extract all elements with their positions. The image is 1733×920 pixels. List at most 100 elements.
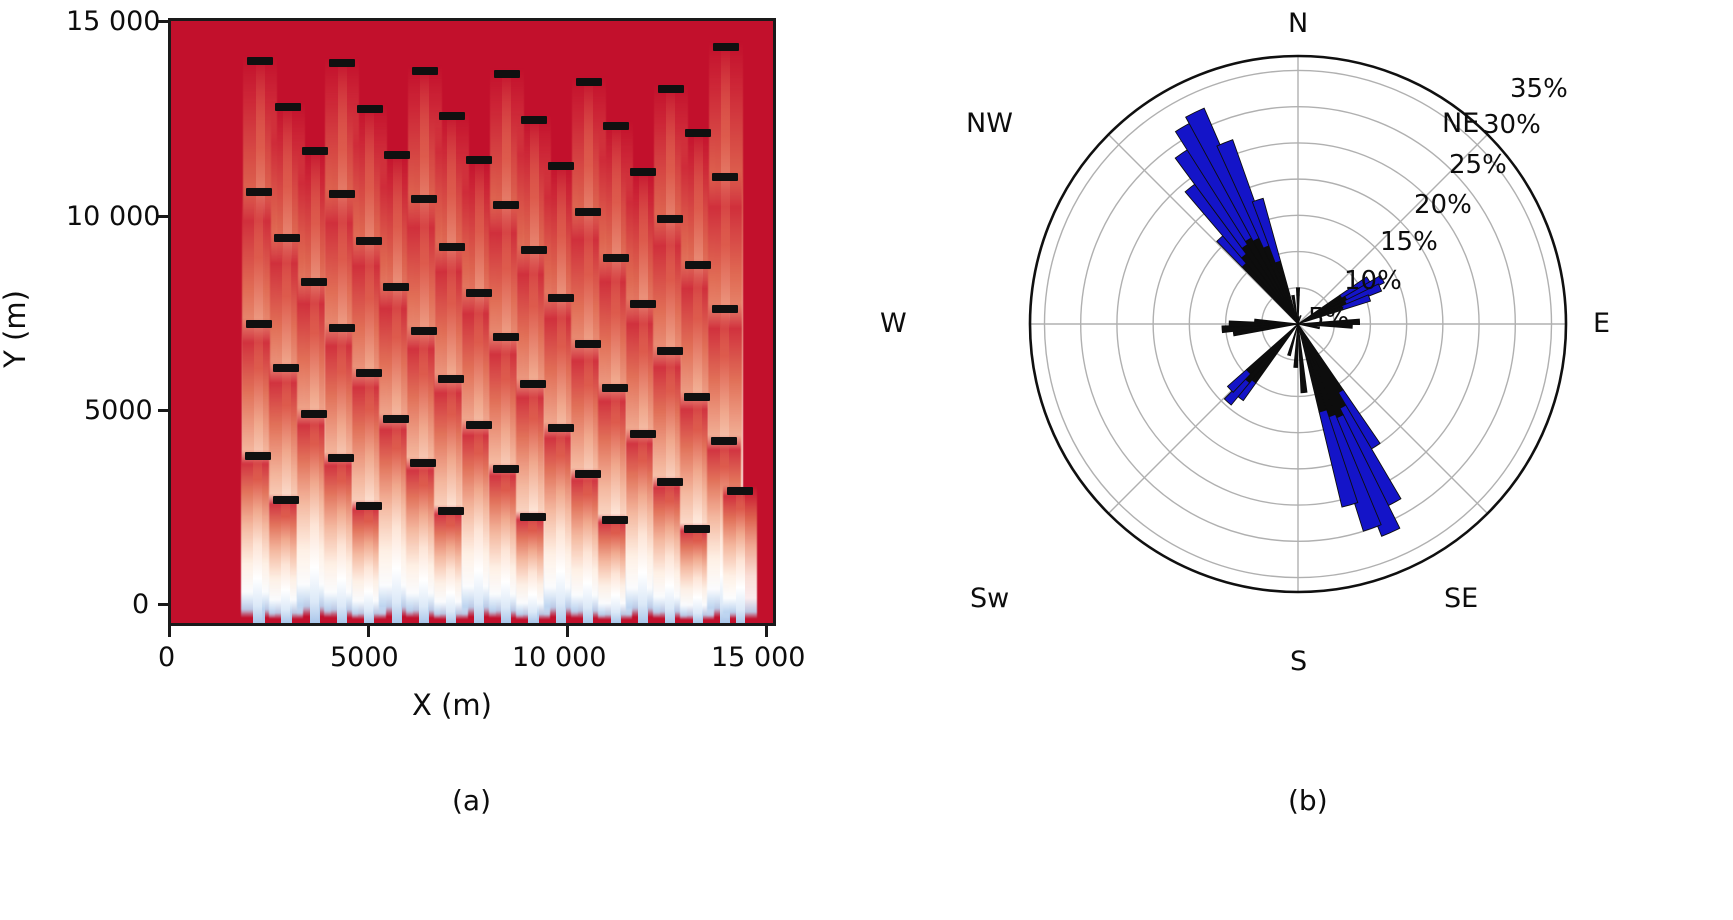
rose-petal-segment (1295, 287, 1301, 296)
wake-core (583, 470, 593, 623)
turbine-marker (630, 167, 657, 176)
turbine-marker (657, 215, 684, 224)
y-tick-label: 10 000 (66, 201, 161, 232)
turbine-marker (355, 501, 382, 510)
x-tick-mark (566, 626, 569, 637)
wake-core (309, 409, 319, 623)
turbine-marker (575, 207, 602, 216)
rose-outer-circle (1028, 54, 1568, 594)
y-tick-mark (158, 215, 168, 218)
rose-petal-segment (1228, 320, 1299, 328)
turbine-marker (411, 66, 438, 75)
turbine-marker (684, 261, 711, 270)
wake-core (336, 453, 346, 623)
wake-core (610, 516, 620, 623)
turbine-marker (301, 409, 328, 418)
radial-label-25: 25% (1449, 150, 1507, 180)
turbine-marker (684, 393, 711, 402)
rose-petal-segment (1318, 409, 1359, 508)
turbine-marker (410, 459, 437, 468)
compass-label-e: E (1593, 308, 1611, 339)
turbine-marker (711, 305, 738, 314)
turbine-marker (273, 233, 300, 242)
wake-core (556, 424, 566, 623)
wake-core (638, 429, 648, 623)
rose-petal-segment (1223, 377, 1251, 406)
turbine-marker (548, 161, 575, 170)
y-tick-label: 5000 (84, 395, 153, 426)
y-tick-label: 0 (132, 589, 150, 620)
turbine-marker (465, 420, 492, 429)
turbine-marker (520, 380, 547, 389)
turbine-marker (247, 57, 274, 66)
wake-core (281, 496, 291, 623)
compass-label-sw: Sw (970, 583, 1010, 614)
turbine-marker (410, 327, 437, 336)
wake-core (446, 507, 456, 623)
turbine-marker (547, 424, 574, 433)
rose-petal-segment (1254, 318, 1299, 325)
turbine-marker (727, 486, 754, 495)
wind-rose-plot (1012, 38, 1584, 610)
turbine-marker (273, 363, 300, 372)
radial-label-15: 15% (1380, 227, 1438, 257)
compass-label-n: N (1288, 8, 1309, 39)
radial-label-10: 10% (1344, 266, 1402, 296)
turbine-marker (356, 369, 383, 378)
wake-core (735, 486, 745, 623)
x-tick-mark (765, 626, 768, 637)
turbine-marker (437, 507, 464, 516)
turbine-marker (465, 288, 492, 297)
turbine-marker (329, 59, 356, 68)
rose-petal-segment (1344, 274, 1385, 302)
wake-core (391, 415, 401, 623)
turbine-marker (302, 147, 329, 156)
turbine-marker (383, 415, 410, 424)
rose-petal-segment (1291, 294, 1299, 325)
compass-label-nw: NW (966, 108, 1013, 139)
rose-grid-spoke (1297, 323, 1488, 514)
rose-petal-segment (1226, 368, 1252, 393)
wake-core (528, 512, 538, 623)
wake-core (692, 393, 702, 623)
turbine-marker (575, 340, 602, 349)
x-tick-mark (168, 626, 171, 637)
radial-label-30: 30% (1483, 110, 1541, 140)
rose-grid-spoke (1297, 134, 1488, 325)
turbine-marker (438, 242, 465, 251)
wake-core (474, 420, 484, 623)
rose-petal-segment (1185, 107, 1262, 242)
wake-core (281, 363, 291, 623)
turbine-marker (492, 332, 519, 341)
wake-core (665, 477, 675, 623)
x-tick-label: 15 000 (711, 642, 806, 673)
turbine-marker (712, 173, 739, 181)
turbine-marker (328, 323, 355, 332)
turbine-marker (657, 84, 684, 93)
rose-petal-segment (1334, 414, 1401, 537)
wake-core (610, 384, 620, 623)
turbine-marker (657, 347, 684, 356)
turbine-marker (328, 453, 355, 462)
turbine-marker (245, 187, 272, 196)
rose-petal-segment (1326, 413, 1382, 532)
turbine-marker (411, 195, 438, 204)
rose-petal-segment (1297, 323, 1353, 329)
rose-petal-segment (1297, 315, 1302, 325)
turbine-marker (384, 150, 411, 159)
x-tick-label: 0 (158, 642, 176, 673)
compass-label-w: W (880, 308, 907, 339)
turbine-marker (438, 112, 465, 121)
rose-petal-segment (1251, 197, 1282, 264)
wake-core (364, 369, 374, 623)
turbine-marker (466, 156, 493, 165)
turbine-marker (602, 253, 629, 262)
turbine-marker (493, 200, 520, 209)
turbine-marker (656, 477, 683, 486)
wake-field-axes (168, 18, 776, 626)
turbine-marker (685, 128, 712, 137)
wake-core (253, 451, 263, 623)
wake-field-image (171, 21, 773, 623)
radial-label-5: 5% (1308, 303, 1350, 333)
turbine-marker (274, 103, 301, 112)
